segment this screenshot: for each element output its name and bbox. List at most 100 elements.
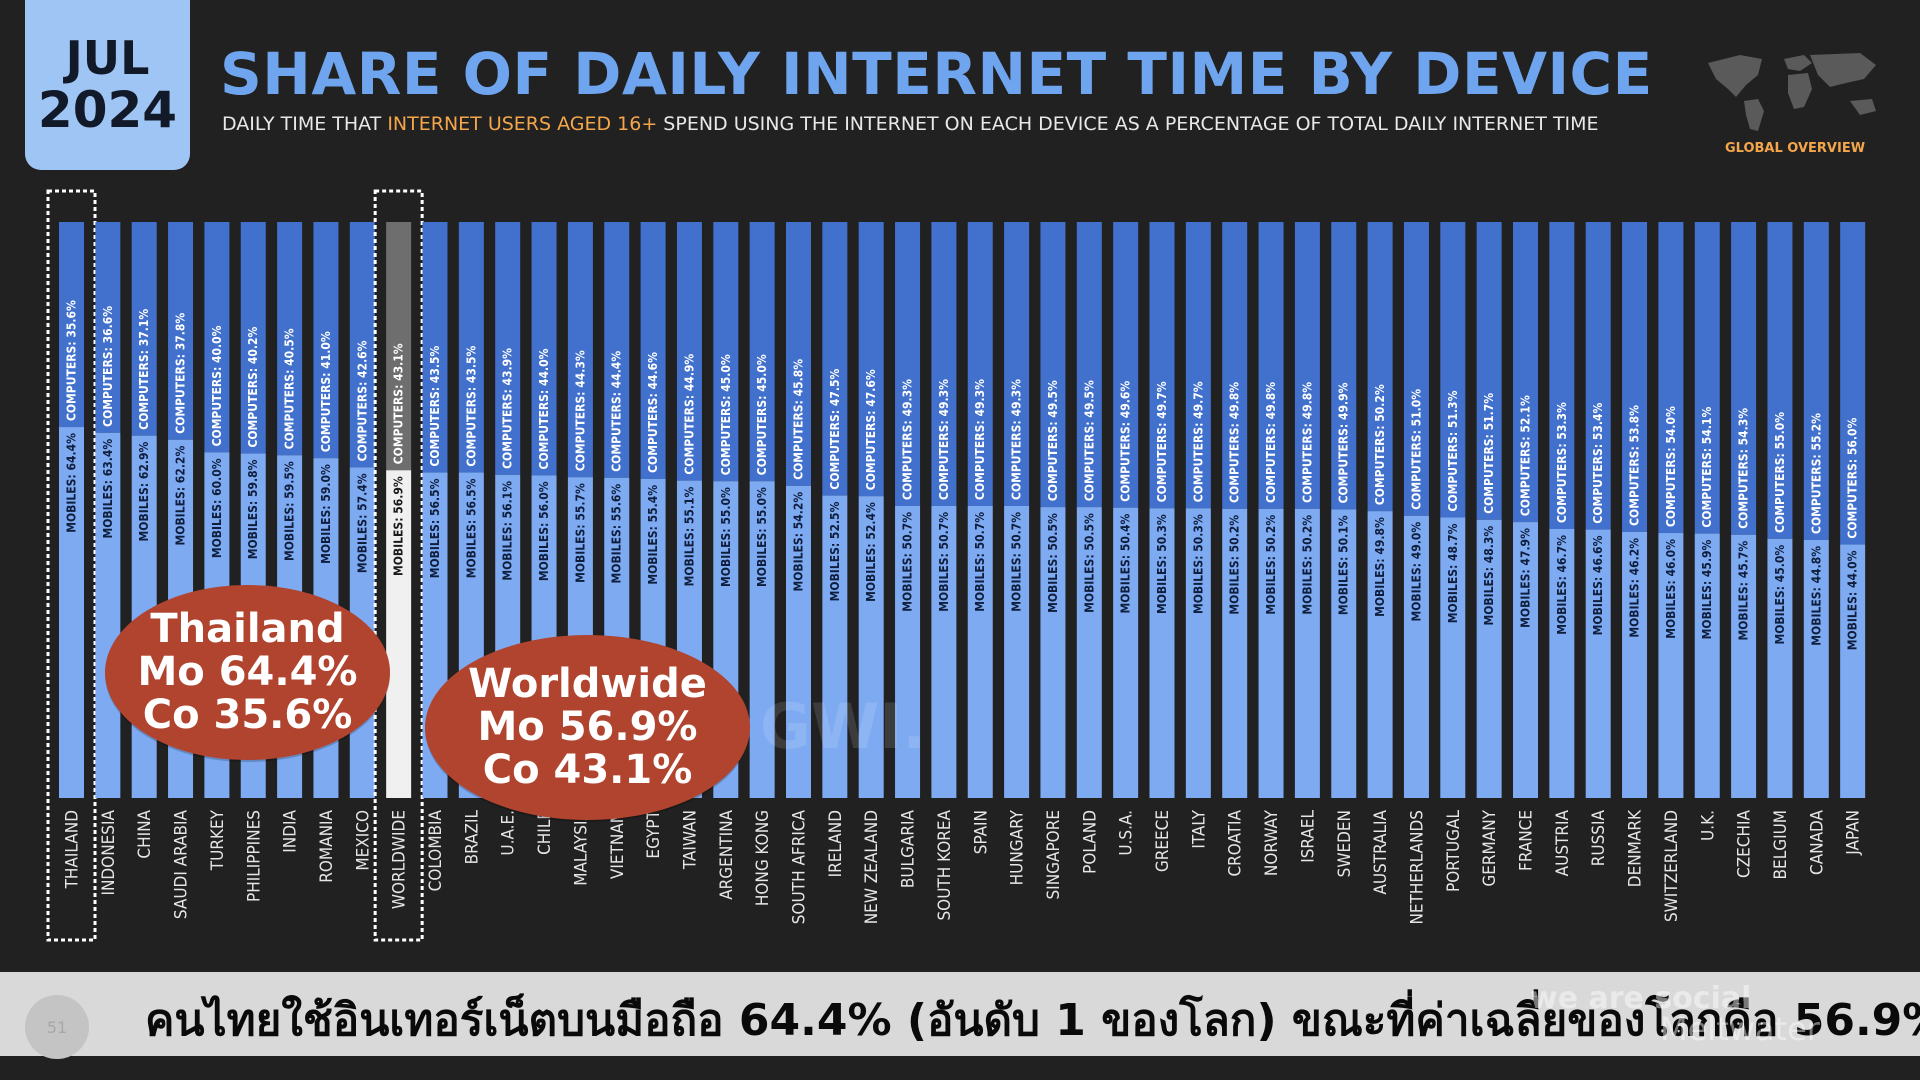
label-computers-colombia: COMPUTERS: 43.5%	[428, 345, 442, 466]
label-mobiles-romania: MOBILES: 59.0%	[319, 464, 333, 564]
label-computers-south-africa: COMPUTERS: 45.8%	[792, 359, 806, 480]
bar-computers-sweden	[1331, 222, 1357, 510]
thailand-callout-computer: Co 35.6%	[142, 692, 353, 739]
label-computers-denmark: COMPUTERS: 53.8%	[1628, 405, 1642, 526]
country-label-malaysia: MALAYSIA	[571, 809, 591, 885]
bar-mobiles-australia	[1367, 511, 1393, 798]
bar-mobiles-hong-kong	[749, 481, 775, 798]
country-label-canada: CANADA	[1807, 809, 1827, 875]
country-label-croatia: CROATIA	[1226, 809, 1246, 876]
label-mobiles-portugal: MOBILES: 48.7%	[1446, 523, 1460, 623]
bar-computers-thailand	[59, 222, 84, 428]
label-computers-singapore: COMPUTERS: 49.5%	[1046, 380, 1060, 501]
label-mobiles-hong-kong: MOBILES: 55.0%	[755, 487, 769, 587]
bar-computers-italy	[1185, 222, 1211, 509]
bar-mobiles-worldwide	[386, 470, 412, 798]
label-mobiles-brazil: MOBILES: 56.5%	[464, 478, 478, 578]
label-mobiles-taiwan: MOBILES: 55.1%	[682, 486, 696, 586]
thailand-callout-title: Thailand	[150, 605, 345, 652]
country-label-switzerland: SWITZERLAND	[1662, 810, 1682, 922]
bar-computers-argentina	[713, 222, 739, 482]
bar-mobiles-u-s-a	[1113, 507, 1139, 798]
label-computers-u-k: COMPUTERS: 54.1%	[1700, 407, 1714, 528]
label-mobiles-egypt: MOBILES: 55.4%	[646, 485, 660, 585]
country-label-south-korea: SOUTH KOREA	[935, 809, 955, 920]
bar-computers-u-s-a	[1113, 222, 1139, 508]
bar-mobiles-south-africa	[786, 485, 811, 798]
bar-computers-india	[277, 222, 303, 456]
label-computers-china: COMPUTERS: 37.1%	[137, 309, 151, 430]
label-computers-indonesia: COMPUTERS: 36.6%	[101, 306, 115, 427]
country-label-denmark: DENMARK	[1626, 809, 1646, 887]
bar-computers-china	[131, 222, 157, 436]
country-label-sweden: SWEDEN	[1335, 810, 1355, 877]
label-computers-turkey: COMPUTERS: 40.0%	[210, 325, 224, 446]
label-computers-india: COMPUTERS: 40.5%	[283, 328, 297, 449]
bar-mobiles-sweden	[1331, 509, 1357, 798]
label-mobiles-belgium: MOBILES: 45.0%	[1773, 545, 1787, 645]
label-mobiles-spain: MOBILES: 50.7%	[973, 512, 987, 612]
label-mobiles-south-korea: MOBILES: 50.7%	[937, 512, 951, 612]
thailand-callout-mobile: Mo 64.4%	[137, 648, 358, 695]
label-mobiles-saudi-arabia: MOBILES: 62.2%	[174, 446, 188, 546]
label-mobiles-turkey: MOBILES: 60.0%	[210, 458, 224, 558]
worldwide-callout: Worldwide Mo 56.9% Co 43.1%	[425, 635, 750, 820]
bar-computers-portugal	[1440, 222, 1466, 518]
bar-mobiles-czechia	[1731, 534, 1757, 798]
country-label-china: CHINA	[135, 809, 155, 858]
bar-mobiles-portugal	[1440, 517, 1466, 798]
bar-computers-taiwan	[676, 222, 702, 481]
label-computers-egypt: COMPUTERS: 44.6%	[646, 352, 660, 473]
label-mobiles-croatia: MOBILES: 50.2%	[1228, 515, 1242, 615]
label-computers-ireland: COMPUTERS: 47.5%	[828, 369, 842, 490]
label-mobiles-malaysia: MOBILES: 55.7%	[573, 483, 587, 583]
bar-computers-south-korea	[931, 222, 957, 506]
caption-bar	[0, 972, 1920, 1056]
label-computers-croatia: COMPUTERS: 49.8%	[1228, 382, 1242, 503]
label-mobiles-austria: MOBILES: 46.7%	[1555, 535, 1569, 635]
label-mobiles-south-africa: MOBILES: 54.2%	[792, 492, 806, 592]
bar-computers-norway	[1258, 222, 1284, 509]
label-computers-philippines: COMPUTERS: 40.2%	[246, 326, 260, 447]
bar-computers-south-africa	[786, 222, 811, 486]
label-computers-italy: COMPUTERS: 49.7%	[1191, 381, 1205, 502]
label-computers-japan: COMPUTERS: 56.0%	[1846, 417, 1860, 538]
country-label-france: FRANCE	[1517, 810, 1537, 871]
subtitle-pre: DAILY TIME THAT	[222, 113, 388, 135]
country-label-belgium: BELGIUM	[1771, 810, 1791, 879]
country-label-new-zealand: NEW ZEALAND	[862, 810, 882, 924]
bar-mobiles-netherlands	[1403, 515, 1429, 798]
label-computers-norway: COMPUTERS: 49.8%	[1264, 382, 1278, 503]
country-label-saudi-arabia: SAUDI ARABIA	[172, 809, 192, 919]
label-computers-vietnam: COMPUTERS: 44.4%	[610, 351, 624, 472]
label-computers-russia: COMPUTERS: 53.4%	[1591, 403, 1605, 524]
label-mobiles-sweden: MOBILES: 50.1%	[1337, 515, 1351, 615]
worldwide-callout-computer: Co 43.1%	[482, 747, 693, 794]
country-label-israel: ISRAEL	[1298, 810, 1318, 863]
country-label-austria: AUSTRIA	[1553, 809, 1573, 876]
country-label-u-a-e: U.A.E.	[499, 810, 519, 856]
country-label-norway: NORWAY	[1262, 809, 1282, 876]
label-computers-germany: COMPUTERS: 51.7%	[1482, 393, 1496, 514]
highlight-box-worldwide	[373, 189, 424, 942]
date-year: 2024	[37, 81, 178, 139]
date-badge: JUL 2024	[25, 0, 190, 170]
country-label-czechia: CZECHIA	[1735, 809, 1755, 878]
we-are-social-logo: we are social	[1530, 981, 1752, 1016]
country-label-italy: ITALY	[1189, 809, 1209, 848]
bar-computers-belgium	[1767, 222, 1793, 539]
bar-computers-vietnam	[604, 222, 630, 478]
country-label-greece: GREECE	[1153, 810, 1173, 872]
label-computers-austria: COMPUTERS: 53.3%	[1555, 402, 1569, 523]
page-title: SHARE OF DAILY INTERNET TIME BY DEVICE	[220, 40, 1653, 108]
label-mobiles-bulgaria: MOBILES: 50.7%	[901, 512, 915, 612]
label-mobiles-colombia: MOBILES: 56.5%	[428, 478, 442, 578]
bar-computers-australia	[1367, 222, 1393, 512]
label-computers-u-a-e: COMPUTERS: 43.9%	[501, 348, 515, 469]
label-computers-netherlands: COMPUTERS: 51.0%	[1409, 389, 1423, 510]
bar-computers-singapore	[1040, 222, 1066, 508]
worldwide-callout-mobile: Mo 56.9%	[477, 703, 698, 750]
country-label-colombia: COLOMBIA	[426, 809, 446, 891]
